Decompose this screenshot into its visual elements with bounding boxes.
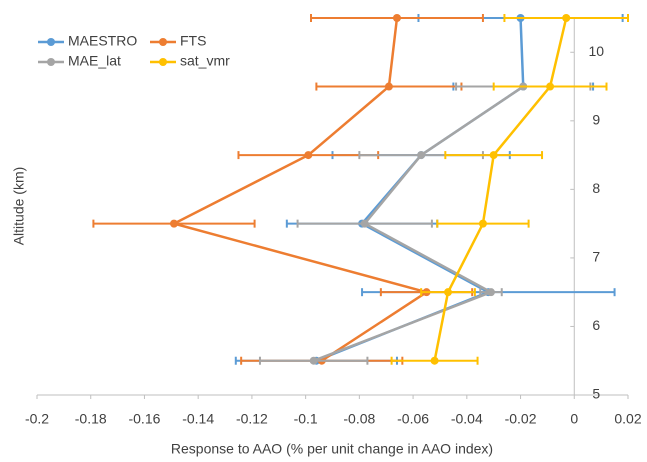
x-tick-label: -0.2 [25, 411, 49, 427]
data-point [417, 151, 426, 160]
data-point [309, 356, 318, 365]
data-point [546, 82, 555, 91]
x-tick-label: 0 [570, 411, 578, 427]
data-point [384, 82, 393, 91]
data-point [486, 288, 495, 297]
x-tick-label: -0.12 [236, 411, 268, 427]
x-tick-label: -0.16 [128, 411, 160, 427]
x-tick-label: 0.02 [614, 411, 641, 427]
series-line [433, 17, 568, 361]
legend-marker [159, 58, 167, 66]
x-tick-label: -0.04 [451, 411, 483, 427]
y-tick-label: 9 [592, 112, 600, 128]
legend-label: FTS [180, 33, 206, 49]
data-point [430, 356, 439, 365]
y-tick-label: 10 [588, 43, 604, 59]
legend-marker [47, 58, 55, 66]
data-point [304, 151, 313, 160]
x-tick-label: -0.02 [505, 411, 537, 427]
x-tick-label: -0.08 [343, 411, 375, 427]
data-point [170, 219, 179, 228]
y-axis-label: Altitude (km) [11, 167, 27, 246]
legend-marker [159, 38, 167, 46]
data-point [444, 288, 453, 297]
data-point [489, 151, 498, 160]
y-tick-label: 6 [592, 317, 600, 333]
data-point [360, 219, 369, 228]
x-tick-label: -0.18 [75, 411, 107, 427]
y-tick-label: 5 [592, 386, 600, 402]
x-tick-label: -0.14 [182, 411, 214, 427]
legend-label: sat_vmr [180, 53, 230, 69]
series-line [315, 17, 525, 362]
y-tick-label: 7 [592, 249, 600, 265]
legend-label: MAESTRO [68, 33, 137, 49]
legend-marker [47, 38, 55, 46]
x-tick-label: -0.1 [294, 411, 318, 427]
series-line [170, 17, 430, 362]
data-point [392, 14, 401, 22]
y-tick-label: 8 [592, 180, 600, 196]
x-axis-label: Response to AAO (% per unit change in AA… [171, 441, 493, 457]
x-tick-label: -0.06 [397, 411, 429, 427]
data-point [478, 219, 487, 228]
data-point [562, 14, 571, 22]
legend-label: MAE_lat [68, 53, 121, 69]
